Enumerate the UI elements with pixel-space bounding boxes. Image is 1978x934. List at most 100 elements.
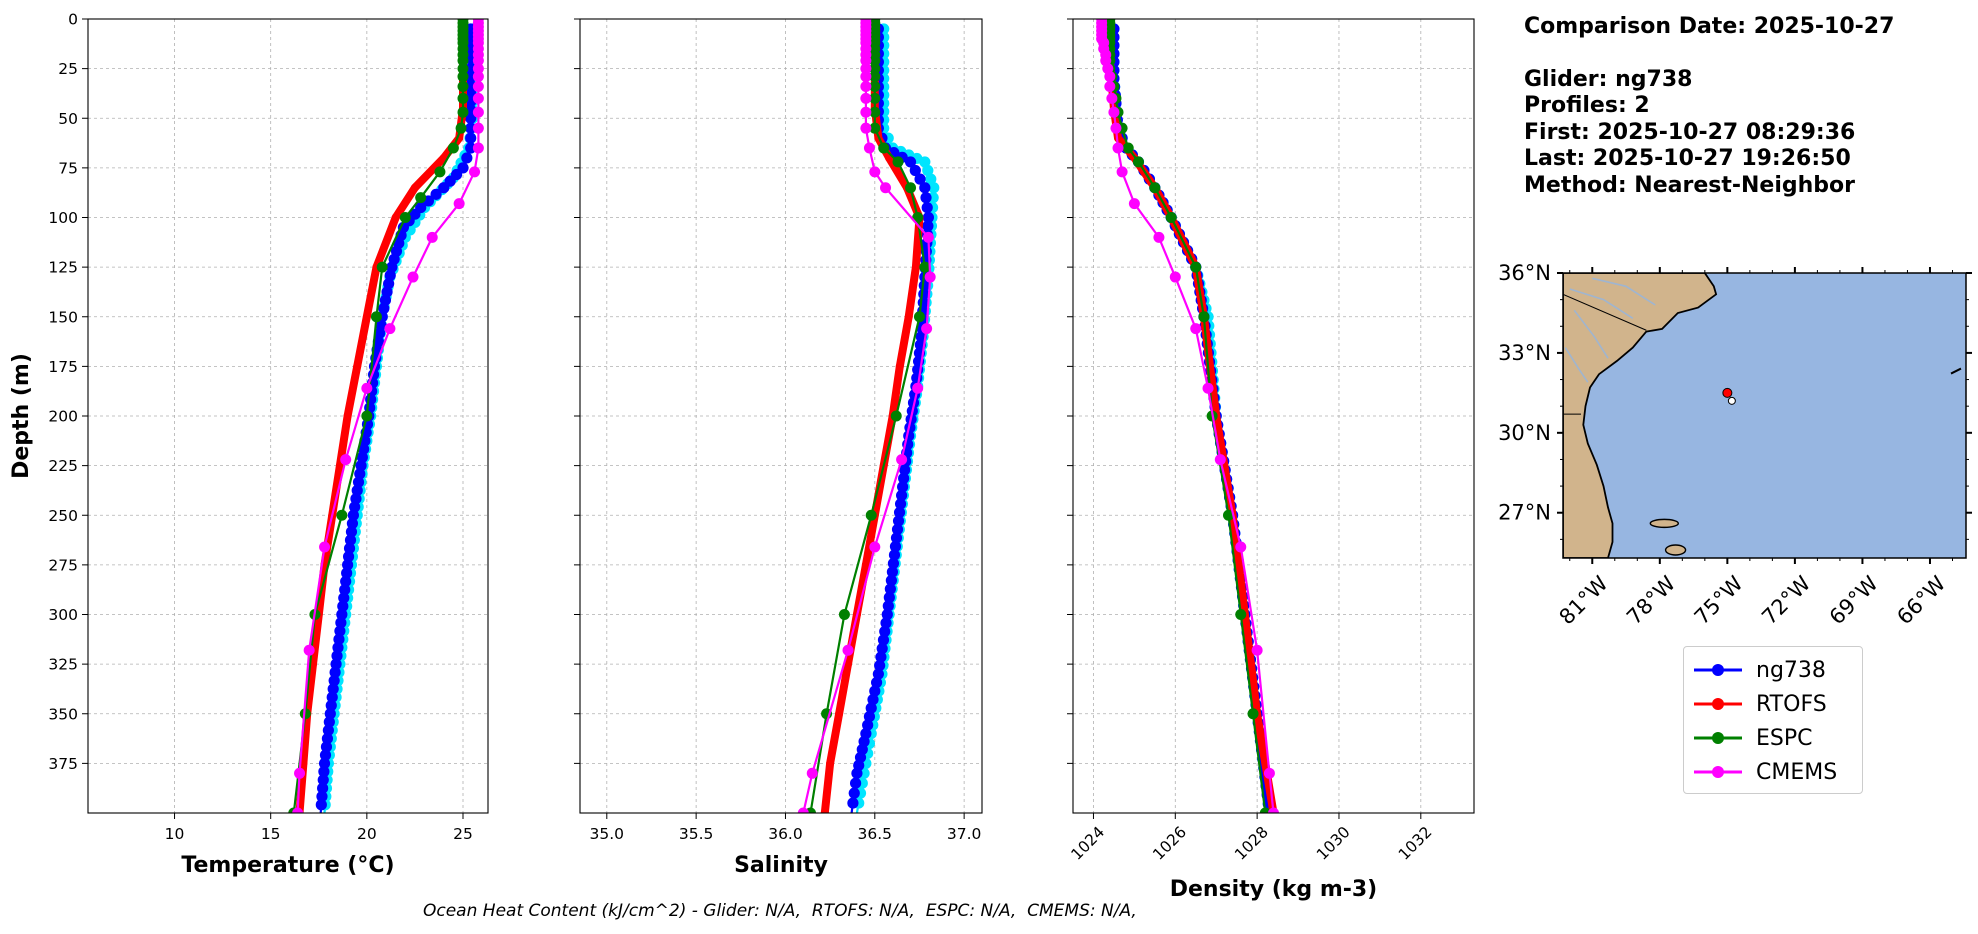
legend-entry: ESPC bbox=[1692, 721, 1854, 755]
data-point bbox=[319, 749, 332, 761]
data-point bbox=[350, 493, 362, 505]
data-point bbox=[330, 658, 342, 670]
data-point bbox=[869, 122, 881, 134]
data-point bbox=[890, 410, 902, 422]
data-point bbox=[860, 122, 872, 134]
data-point bbox=[1122, 142, 1134, 154]
comparison-date: Comparison Date: 2025-10-27 bbox=[1524, 14, 1895, 39]
data-point bbox=[867, 693, 879, 706]
y-tick-label: 350 bbox=[48, 705, 78, 723]
map-lon-label: 66°W bbox=[1892, 571, 1950, 629]
y-tick-label: 50 bbox=[58, 110, 78, 128]
data-point bbox=[863, 710, 876, 723]
y-tick-label: 325 bbox=[48, 656, 78, 674]
data-point bbox=[343, 412, 352, 420]
data-point bbox=[361, 410, 373, 422]
info-block: Comparison Date: 2025-10-27 Glider: ng73… bbox=[1524, 14, 1894, 199]
y-tick-label: 75 bbox=[58, 159, 78, 177]
state-border bbox=[1563, 293, 1647, 331]
data-point bbox=[351, 484, 363, 497]
data-point bbox=[370, 311, 382, 323]
data-point bbox=[870, 676, 883, 689]
data-point bbox=[860, 63, 872, 75]
data-point bbox=[875, 651, 887, 663]
series-ng738 bbox=[1108, 23, 1274, 813]
data-point bbox=[376, 261, 388, 273]
data-point bbox=[1235, 609, 1247, 620]
data-point bbox=[869, 63, 881, 75]
y-tick-label: 300 bbox=[48, 606, 78, 624]
data-point bbox=[325, 699, 337, 712]
data-point bbox=[922, 211, 935, 224]
data-point bbox=[1222, 509, 1234, 521]
data-point bbox=[1214, 454, 1226, 466]
data-point bbox=[889, 540, 902, 553]
data-point bbox=[922, 164, 934, 177]
y-tick-label: 375 bbox=[48, 755, 78, 773]
data-point bbox=[919, 156, 931, 168]
data-point bbox=[849, 777, 862, 789]
data-point bbox=[1190, 261, 1202, 273]
data-point bbox=[356, 451, 368, 463]
data-point bbox=[806, 767, 818, 779]
x-tick-label: 36.0 bbox=[768, 825, 803, 843]
data-point bbox=[1165, 212, 1177, 223]
series-line bbox=[1112, 28, 1271, 813]
data-point bbox=[861, 560, 870, 569]
data-point bbox=[880, 182, 892, 194]
data-point bbox=[885, 574, 897, 587]
data-point bbox=[880, 617, 892, 629]
grid bbox=[580, 18, 982, 813]
x-tick-label: 1032 bbox=[1395, 823, 1436, 864]
glider-name: Glider: ng738 bbox=[1524, 66, 1693, 92]
y-tick-label: 175 bbox=[48, 358, 78, 376]
data-point bbox=[472, 71, 484, 83]
x-tick-label: 1024 bbox=[1068, 823, 1109, 864]
x-tick-label: 15 bbox=[261, 825, 281, 843]
data-point bbox=[897, 481, 909, 493]
data-point bbox=[874, 659, 886, 672]
data-point bbox=[895, 362, 904, 371]
data-point bbox=[1104, 80, 1116, 92]
data-point bbox=[872, 668, 884, 680]
data-point bbox=[465, 43, 477, 55]
data-point bbox=[324, 708, 336, 720]
map-lon-label: 72°W bbox=[1757, 571, 1815, 629]
data-point bbox=[887, 557, 900, 570]
land-mass bbox=[1563, 273, 1718, 558]
x-axis-label: Density (kg m-3) bbox=[1170, 877, 1378, 902]
last-time: Last: 2025-10-27 19:26:50 bbox=[1524, 146, 1851, 171]
data-point bbox=[838, 609, 850, 620]
legend-label: RTOFS bbox=[1756, 691, 1827, 717]
density-panel: 1024 1026 1028 1030 1032 Density (kg m-3) bbox=[1067, 18, 1475, 902]
ohc-footer: Ocean Heat Content (kJ/cm^2) - Glider: N… bbox=[423, 901, 1137, 921]
data-point bbox=[447, 142, 459, 154]
data-point bbox=[336, 608, 348, 621]
data-point bbox=[905, 182, 917, 194]
data-point bbox=[892, 156, 904, 168]
data-point bbox=[909, 164, 921, 177]
data-point bbox=[321, 732, 334, 745]
data-point bbox=[878, 142, 890, 154]
data-point bbox=[1247, 708, 1259, 720]
data-point bbox=[465, 63, 477, 75]
data-point bbox=[335, 617, 347, 629]
data-point bbox=[472, 92, 484, 104]
data-point bbox=[860, 106, 872, 118]
data-point bbox=[465, 142, 477, 154]
map-lat-label: 36°N bbox=[1498, 261, 1551, 285]
data-point bbox=[344, 534, 357, 546]
x-tick-label: 1028 bbox=[1231, 823, 1272, 864]
data-point bbox=[381, 286, 393, 298]
data-point bbox=[354, 468, 366, 480]
data-point bbox=[890, 532, 903, 544]
data-point bbox=[882, 600, 894, 612]
y-tick-label: 200 bbox=[48, 408, 78, 426]
model-position-marker bbox=[1727, 396, 1736, 405]
data-series bbox=[288, 19, 484, 813]
data-point bbox=[349, 501, 361, 513]
x-tick-label: 1026 bbox=[1149, 823, 1190, 864]
x-tick-label: 10 bbox=[165, 825, 185, 843]
data-point bbox=[472, 106, 484, 118]
data-point bbox=[899, 464, 911, 476]
